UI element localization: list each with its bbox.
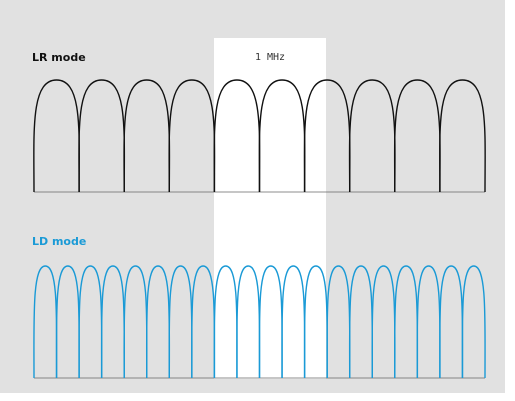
ld-mode-channel <box>168 265 193 379</box>
ld-mode-channel <box>236 265 261 379</box>
ld-mode-channel <box>213 265 238 379</box>
ld-mode-channel <box>33 265 58 379</box>
ld-mode-channel <box>258 265 283 379</box>
channel-diagram <box>33 79 486 379</box>
ld-mode-channel <box>439 265 464 379</box>
ld-mode-channel <box>100 265 125 379</box>
ld-mode-channel <box>191 265 216 379</box>
ld-mode-channel <box>326 265 351 379</box>
lr-mode-channel <box>439 79 486 193</box>
lr-mode-title: LR mode <box>32 51 86 64</box>
lr-mode-channel <box>168 79 216 193</box>
band-label: 1 MHz <box>254 52 286 63</box>
lr-mode-channel <box>78 79 126 193</box>
ld-mode-title: LD mode <box>32 235 87 248</box>
ld-mode-channel <box>281 265 306 379</box>
lr-mode-channels <box>33 79 486 193</box>
ld-mode-channel <box>303 265 328 379</box>
ld-mode-channel <box>55 265 80 379</box>
ld-mode-channel <box>394 265 419 379</box>
ld-mode-channel <box>461 265 486 379</box>
lr-mode-channel <box>258 79 306 193</box>
lr-mode-channel <box>213 79 261 193</box>
lr-mode-channel <box>123 79 171 193</box>
lr-mode-channel <box>303 79 351 193</box>
ld-mode-channel <box>371 265 396 379</box>
ld-mode-channel <box>348 265 374 379</box>
ld-mode-channel <box>78 265 103 379</box>
ld-mode-channel <box>123 265 148 379</box>
lr-mode-channel <box>348 79 396 193</box>
ld-mode-channels <box>33 265 486 379</box>
spectrum-diagram: 1 MHz LR mode LD mode <box>0 0 505 393</box>
ld-mode-channel <box>416 265 441 379</box>
lr-mode-channel <box>33 79 80 193</box>
ld-mode-channel <box>145 265 171 379</box>
band-highlight <box>214 38 326 379</box>
lr-mode-channel <box>393 79 441 193</box>
